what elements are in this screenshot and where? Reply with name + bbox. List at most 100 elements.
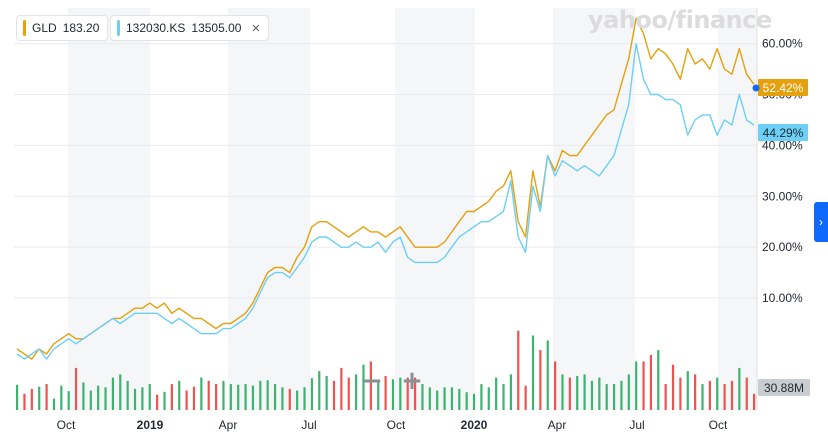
volume-bar — [753, 393, 756, 410]
zoom-out-button[interactable]: − — [361, 366, 383, 396]
volume-bar — [642, 361, 645, 410]
volume-bar — [657, 350, 660, 410]
volume-bar — [178, 380, 181, 410]
legend-chip-132030-ks[interactable]: 132030.KS 13505.00 × — [110, 15, 270, 41]
series-line-gld — [16, 17, 755, 360]
time-band — [68, 8, 150, 410]
volume-bar — [605, 384, 608, 410]
volume-bar — [406, 377, 409, 410]
volume-bar — [649, 354, 653, 410]
volume-bar — [288, 388, 291, 410]
volume-bar — [104, 387, 107, 410]
last-value-label: 52.42% — [763, 81, 804, 95]
x-tick-label: Apr — [548, 418, 567, 432]
legend-swatch — [117, 20, 120, 36]
volume-bar — [355, 374, 358, 410]
remove-comparison-icon[interactable]: × — [251, 19, 261, 37]
y-tick-label: 20.00% — [762, 240, 803, 254]
volume-bar — [170, 384, 173, 410]
volume-bar — [244, 384, 247, 410]
volume-bar — [148, 384, 151, 410]
volume-bar — [229, 384, 232, 410]
y-tick-label: 10.00% — [762, 291, 803, 305]
series-lines — [16, 17, 755, 360]
volume-bar — [318, 371, 321, 410]
volume-bar — [428, 387, 431, 410]
volume-bar — [443, 387, 446, 410]
volume-bar — [590, 380, 594, 410]
volume-bar — [340, 367, 343, 410]
volume-bar — [296, 390, 299, 410]
series-line-132030-ks — [16, 42, 755, 360]
x-tick-label: Apr — [219, 418, 238, 432]
last-value-tag — [758, 124, 808, 141]
volume-bar — [266, 380, 269, 410]
last-value-tag — [758, 79, 808, 96]
volume-bar — [664, 384, 667, 410]
x-tick-label: Oct — [387, 418, 406, 432]
volume-bar — [52, 398, 56, 410]
volume-bar — [686, 371, 689, 410]
x-tick-label: Jul — [301, 418, 316, 432]
legend-value: 183.20 — [62, 21, 100, 35]
y-axis-labels: 60.00%50.00%40.00%30.00%20.00%10.00% — [762, 37, 803, 305]
volume-max-label: 30.88M — [764, 381, 804, 395]
y-tick-label: 30.00% — [762, 189, 803, 203]
x-tick-label: Oct — [57, 418, 76, 432]
volume-bar — [185, 390, 188, 410]
volume-bar — [723, 384, 726, 410]
x-tick-label: Jul — [629, 418, 644, 432]
volume-bar — [708, 380, 711, 410]
legend-value: 13505.00 — [191, 21, 242, 35]
volume-bar — [222, 380, 225, 410]
volume-bar — [251, 385, 255, 410]
time-band — [553, 8, 635, 410]
volume-bar — [303, 387, 306, 410]
volume-bar — [141, 387, 144, 410]
volume-bars: 30.88M — [16, 330, 810, 410]
last-value-tags: 52.42% 44.29% — [752, 79, 808, 141]
volume-bar — [82, 382, 85, 410]
volume-bar — [458, 388, 461, 410]
volume-bar — [745, 377, 748, 410]
volume-bar — [546, 340, 549, 410]
volume-bar — [281, 387, 284, 410]
zoom-in-button[interactable]: + — [401, 366, 423, 396]
volume-bar — [325, 375, 328, 410]
volume-bar — [30, 388, 33, 410]
volume-bar — [413, 377, 417, 410]
volume-bar — [568, 377, 571, 410]
volume-bar — [310, 378, 313, 410]
volume-bar — [620, 380, 623, 410]
volume-bar — [74, 367, 78, 410]
volume-bar — [539, 350, 542, 410]
volume-bar — [259, 380, 262, 410]
volume-bar — [679, 377, 682, 410]
volume-bar — [97, 385, 100, 410]
time-band — [718, 8, 757, 410]
volume-bar — [399, 377, 402, 410]
x-tick-label: 2019 — [137, 418, 164, 432]
y-tick-label: 60.00% — [762, 37, 803, 51]
volume-bar — [237, 384, 240, 410]
volume-bar — [347, 377, 350, 410]
volume-bar — [384, 375, 387, 410]
volume-bar — [635, 361, 638, 410]
volume-bar — [517, 330, 520, 410]
side-panel-toggle[interactable]: › — [814, 202, 828, 242]
volume-bar — [554, 361, 557, 410]
volume-bar — [531, 335, 535, 410]
time-band — [228, 8, 310, 410]
time-bands — [68, 8, 757, 410]
legend-symbol: GLD — [32, 21, 57, 35]
volume-bar — [133, 388, 137, 410]
legend-chip-gld[interactable]: GLD 183.20 — [16, 15, 109, 41]
volume-bar — [214, 384, 218, 410]
volume-bar — [362, 364, 365, 410]
volume-max-tag — [758, 379, 810, 396]
volume-bar — [126, 380, 129, 410]
x-tick-label: Oct — [709, 418, 728, 432]
volume-bar — [16, 384, 19, 410]
volume-bar — [377, 380, 380, 410]
